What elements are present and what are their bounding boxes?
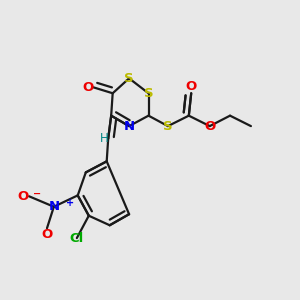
Text: N: N: [48, 200, 59, 213]
Text: −: −: [33, 189, 41, 199]
Text: S: S: [163, 120, 173, 133]
Text: S: S: [144, 87, 153, 100]
Text: O: O: [204, 120, 215, 133]
Text: N: N: [124, 120, 135, 133]
Text: +: +: [66, 198, 74, 208]
Text: O: O: [41, 228, 52, 241]
Text: O: O: [82, 81, 93, 94]
Text: H: H: [99, 132, 108, 145]
Text: S: S: [124, 72, 134, 85]
Text: O: O: [186, 80, 197, 93]
Text: Cl: Cl: [70, 232, 84, 244]
Text: O: O: [18, 190, 29, 203]
